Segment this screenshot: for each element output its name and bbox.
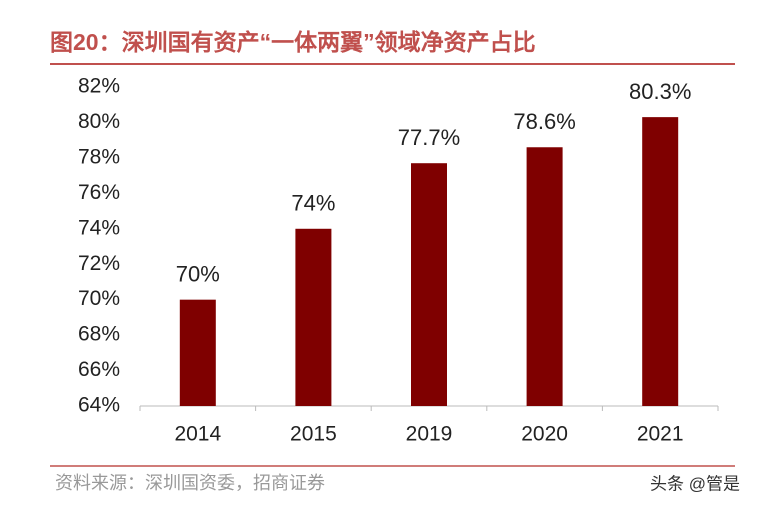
x-tick-label: 2015 (290, 423, 337, 446)
y-tick-label: 76% (78, 181, 120, 204)
y-tick-label: 68% (78, 323, 120, 346)
bar (642, 117, 679, 406)
bar (526, 147, 563, 406)
bar (411, 163, 447, 406)
y-tick-label: 64% (78, 394, 120, 417)
x-tick-label: 2019 (406, 423, 453, 446)
value-label: 70% (176, 261, 220, 286)
y-tick-label: 80% (78, 110, 120, 133)
x-tick-label: 2020 (521, 423, 568, 446)
value-label: 77.7% (398, 125, 460, 150)
y-tick-label: 74% (78, 216, 120, 239)
y-tick-label: 66% (78, 358, 120, 381)
x-tick-label: 2021 (637, 423, 684, 446)
source: 资料来源：深圳国资委，招商证券 (55, 473, 325, 493)
bar (295, 228, 332, 406)
watermark: 头条 @管是 (650, 474, 740, 493)
y-tick-label: 82% (78, 75, 120, 98)
y-tick-label: 78% (78, 145, 120, 168)
y-tick-label: 70% (78, 287, 120, 310)
x-tick-label: 2014 (174, 423, 221, 446)
value-label: 74% (291, 191, 335, 216)
value-label: 78.6% (513, 109, 575, 134)
y-tick-label: 72% (78, 252, 120, 275)
bar (179, 299, 216, 406)
value-label: 80.3% (629, 79, 691, 104)
chart-title: 图20：深圳国有资产“一体两翼”领域净资产占比 (50, 29, 536, 55)
